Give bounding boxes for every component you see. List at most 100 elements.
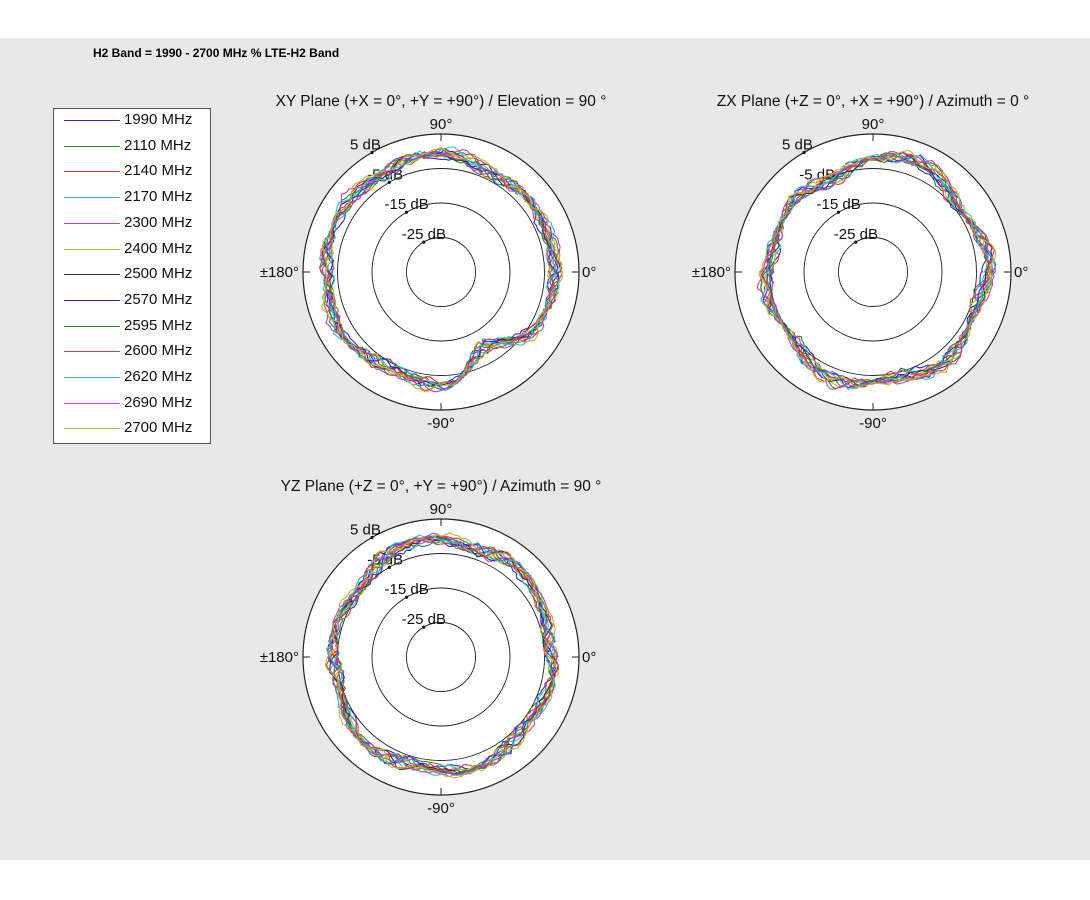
legend-swatch (64, 428, 120, 430)
angle-label-bottom: -90° (427, 800, 455, 817)
radial-tick-dot (370, 535, 374, 540)
polar-grid-ring (803, 202, 943, 342)
polar-chart-1: XY Plane (+X = 0°, +Y = +90°) / Elevatio… (260, 93, 607, 432)
legend-label: 2110 MHz (124, 136, 192, 154)
legend-swatch (64, 171, 120, 173)
angle-label-bottom: -90° (427, 415, 455, 432)
angle-label-top: 90° (430, 116, 453, 133)
angle-label-right: 0° (1014, 264, 1028, 281)
angle-label-left: ±180° (260, 264, 299, 281)
radial-tick-label: -25 dB (402, 226, 446, 243)
radial-tick-dot (802, 150, 806, 155)
legend-label: 2595 MHz (124, 316, 193, 334)
legend-swatch (64, 299, 120, 301)
legend-label: 2690 MHz (124, 393, 193, 411)
legend-label: 2570 MHz (124, 290, 193, 308)
series-line (319, 149, 561, 393)
polar-outer-ring (302, 133, 580, 411)
legend-item: 2170 MHz (54, 186, 212, 212)
legend-item: 1990 MHz (54, 109, 212, 135)
legend-label: 2500 MHz (124, 265, 193, 283)
series-line (760, 153, 993, 389)
polar-grid-ring (371, 202, 511, 342)
chart-title: XY Plane (+X = 0°, +Y = +90°) / Elevatio… (276, 93, 607, 110)
radial-tick-label: 5 dB (782, 136, 813, 153)
polar-grid-ring (406, 237, 476, 307)
legend-label: 2140 MHz (124, 162, 193, 180)
radial-tick-dot (404, 210, 409, 214)
radial-tick-label: 5 dB (350, 136, 381, 153)
radial-tick-dot (370, 150, 374, 155)
radial-tick-label: 5 dB (350, 521, 381, 538)
polar-grid-ring (769, 168, 977, 376)
series-line (760, 152, 993, 390)
legend-item: 2620 MHz (54, 366, 212, 392)
radial-tick-dot (404, 595, 409, 599)
series-line (321, 147, 564, 393)
legend-swatch (64, 197, 120, 199)
legend-item: 2140 MHz (54, 160, 212, 186)
legend-swatch (64, 325, 120, 327)
series-line (333, 538, 556, 770)
radial-tick-label: -15 dB (385, 196, 429, 213)
polar-chart-3: YZ Plane (+Z = 0°, +Y = +90°) / Azimuth … (260, 478, 602, 817)
chart-title: ZX Plane (+Z = 0°, +X = +90°) / Azimuth … (717, 93, 1029, 110)
series-line (760, 151, 996, 387)
polar-grid-ring (838, 237, 908, 307)
radial-tick-label: -15 dB (817, 196, 861, 213)
series-line (763, 153, 993, 388)
radial-tick-label: -15 dB (385, 581, 429, 598)
legend-item: 2110 MHz (54, 135, 212, 161)
legend-label: 2400 MHz (124, 239, 193, 257)
angle-label-right: 0° (582, 649, 596, 666)
angle-label-left: ±180° (260, 649, 299, 666)
radial-tick-dot (422, 625, 426, 629)
angle-label-bottom: -90° (859, 415, 887, 432)
legend-item: 2690 MHz (54, 392, 212, 418)
radial-tick-label: -5 dB (799, 166, 835, 183)
legend-item: 2600 MHz (54, 340, 212, 366)
legend-label: 2170 MHz (124, 188, 193, 206)
polar-grid-ring (406, 622, 476, 692)
legend-swatch (64, 222, 120, 224)
radial-tick-label: -25 dB (834, 226, 878, 243)
legend-swatch (64, 274, 120, 276)
polar-grid-ring (337, 168, 545, 376)
legend: 1990 MHz 2110 MHz 2140 MHz 2170 MHz 2300 MHz… (53, 108, 211, 444)
radial-tick-dot (854, 240, 858, 244)
series-traces (324, 532, 560, 779)
angle-label-top: 90° (862, 116, 885, 133)
series-line (324, 532, 560, 779)
legend-swatch (64, 145, 120, 147)
series-traces (756, 149, 997, 390)
polar-grid-ring (371, 587, 511, 727)
radial-tick-dot (836, 210, 841, 214)
legend-item: 2400 MHz (54, 238, 212, 264)
legend-label: 1990 MHz (124, 111, 193, 128)
legend-item: 2570 MHz (54, 289, 212, 315)
band-title: H2 Band = 1990 - 2700 MHz % LTE-H2 Band (93, 46, 340, 60)
series-traces (318, 146, 564, 393)
series-line (756, 151, 995, 390)
legend-item: 2500 MHz (54, 263, 212, 289)
radial-tick-dot (422, 240, 426, 244)
angle-label-left: ±180° (692, 264, 731, 281)
angle-label-right: 0° (582, 264, 596, 281)
legend-swatch (64, 402, 120, 404)
legend-item: 2700 MHz (54, 417, 212, 443)
series-line (758, 149, 997, 388)
legend-label: 2600 MHz (124, 342, 193, 360)
legend-swatch (64, 351, 120, 353)
series-line (325, 534, 556, 778)
legend-swatch (64, 377, 120, 378)
chart-title: YZ Plane (+Z = 0°, +Y = +90°) / Azimuth … (281, 478, 602, 495)
legend-swatch (64, 248, 120, 250)
legend-label: 2620 MHz (124, 368, 193, 385)
legend-item: 2595 MHz (54, 315, 212, 341)
legend-label: 2700 MHz (124, 419, 193, 437)
legend-swatch (64, 120, 120, 121)
polar-outer-ring (302, 518, 580, 796)
polar-outer-ring (734, 133, 1012, 411)
angle-label-top: 90° (430, 501, 453, 518)
